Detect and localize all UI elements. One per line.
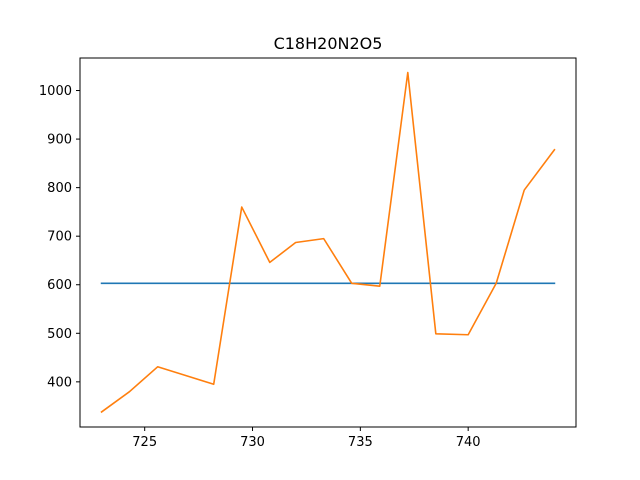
y-tick-label: 600 bbox=[47, 278, 72, 293]
y-tick-label: 1000 bbox=[39, 84, 72, 99]
x-tick-label: 740 bbox=[456, 435, 481, 450]
x-tick-label: 725 bbox=[132, 435, 157, 450]
y-tick-label: 400 bbox=[47, 375, 72, 390]
x-tick-label: 735 bbox=[348, 435, 373, 450]
x-axis-ticks: 725 730 735 740 bbox=[132, 427, 481, 450]
plot-area-frame bbox=[79, 57, 577, 428]
y-tick-label: 800 bbox=[47, 181, 72, 196]
y-axis-ticks: 400 500 600 700 800 900 1000 bbox=[39, 84, 80, 390]
y-tick-label: 900 bbox=[47, 133, 72, 148]
x-tick-label: 730 bbox=[240, 435, 265, 450]
y-tick-label: 700 bbox=[47, 230, 72, 245]
chart-title: C18H20N2O5 bbox=[274, 34, 383, 53]
y-tick-label: 500 bbox=[47, 327, 72, 342]
series-layer bbox=[100, 71, 556, 414]
series-2-line bbox=[100, 71, 556, 414]
